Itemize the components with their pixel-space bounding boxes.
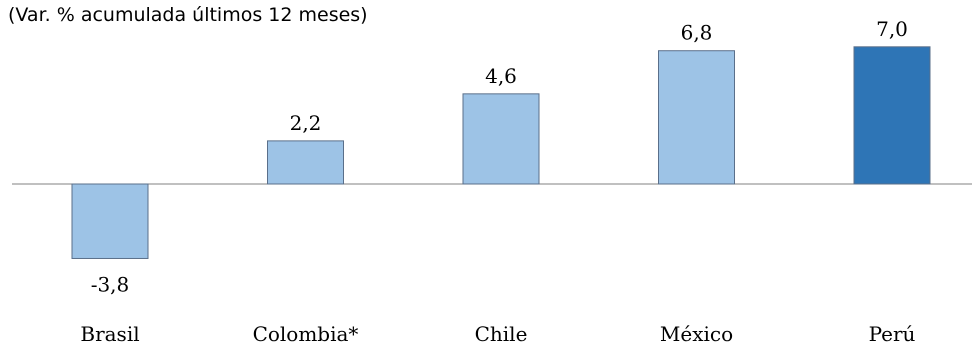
category-label-peru: Perú bbox=[869, 322, 916, 343]
category-labels-layer: Brasil Colombia* Chile México Perú bbox=[80, 322, 916, 346]
labels-layer: -3,8 2,2 4,6 6,8 7,0 bbox=[91, 17, 908, 297]
bar-brasil bbox=[71, 183, 149, 259]
category-label-mexico: México bbox=[660, 322, 733, 343]
bar-mexico bbox=[658, 50, 735, 185]
value-label-peru: 7,0 bbox=[876, 17, 908, 41]
value-label-mexico: 6,8 bbox=[681, 21, 713, 45]
bar-colombia bbox=[267, 140, 344, 185]
category-label-colombia: Colombia* bbox=[253, 322, 359, 343]
value-label-brasil: -3,8 bbox=[91, 272, 130, 296]
bar-chile bbox=[462, 93, 540, 185]
value-label-colombia: 2,2 bbox=[290, 111, 322, 135]
value-label-chile: 4,6 bbox=[485, 64, 517, 88]
category-label-brasil: Brasil bbox=[80, 322, 139, 343]
chart-subtitle: (Var. % acumulada últimos 12 meses) bbox=[8, 4, 368, 26]
category-label-chile: Chile bbox=[475, 322, 528, 343]
bar-peru bbox=[853, 46, 931, 185]
bars-layer bbox=[71, 46, 931, 259]
